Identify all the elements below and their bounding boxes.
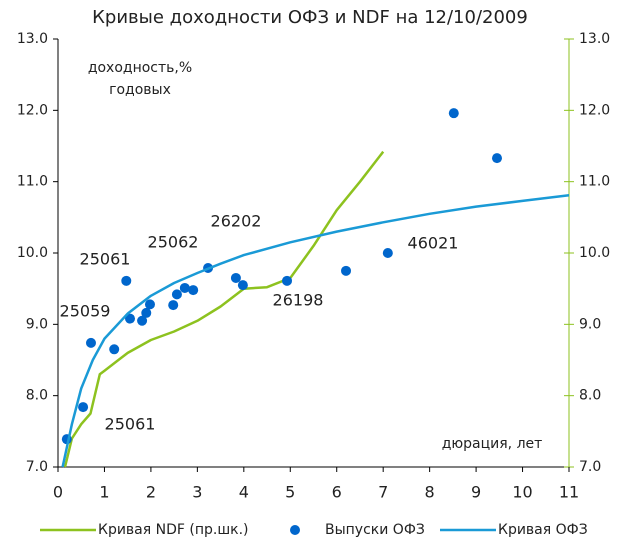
data-point xyxy=(188,285,199,296)
y2-tick-label: 13.0 xyxy=(579,31,610,47)
y-tick-label: 11.0 xyxy=(17,174,48,190)
x-axis-label: дюрация, лет xyxy=(442,436,543,452)
data-point xyxy=(168,300,179,311)
data-point xyxy=(141,307,152,318)
data-point xyxy=(341,265,352,276)
y2-tick-label: 9.0 xyxy=(579,316,601,332)
y2-tick-label: 7.0 xyxy=(579,459,601,475)
data-point xyxy=(109,344,120,355)
data-point xyxy=(237,280,248,291)
data-point xyxy=(125,313,136,324)
point-label: 25062 xyxy=(148,233,199,252)
point-label: 25059 xyxy=(60,302,111,321)
legend-marker xyxy=(290,525,300,535)
series-line xyxy=(63,150,385,468)
data-point xyxy=(121,275,132,286)
data-point xyxy=(179,282,190,293)
data-point xyxy=(144,299,155,310)
legend-label: Кривая ОФЗ xyxy=(498,522,588,538)
y-tick-label: 13.0 xyxy=(17,31,48,47)
y-tick-label: 12.0 xyxy=(17,102,48,118)
y-tick-label: 10.0 xyxy=(17,245,48,261)
chart-title: Кривые доходности ОФЗ и NDF на 12/10/200… xyxy=(92,7,528,28)
y-tick-label: 8.0 xyxy=(26,388,48,404)
point-label: 26202 xyxy=(211,212,262,231)
x-tick-label: 6 xyxy=(332,483,342,502)
point-label: 25061 xyxy=(80,250,131,269)
y-tick-label: 7.0 xyxy=(26,459,48,475)
y-tick-label: 9.0 xyxy=(26,316,48,332)
y2-tick-label: 11.0 xyxy=(579,174,610,190)
y-axis-label: доходность,% xyxy=(88,60,192,76)
x-tick-label: 7 xyxy=(378,483,388,502)
x-tick-label: 2 xyxy=(146,483,156,502)
data-point xyxy=(230,272,241,283)
point-label: 46021 xyxy=(408,234,459,253)
x-tick-label: 3 xyxy=(192,483,202,502)
x-tick-label: 1 xyxy=(99,483,109,502)
data-point xyxy=(171,289,182,300)
data-point xyxy=(137,315,148,326)
x-tick-label: 5 xyxy=(285,483,295,502)
data-point xyxy=(85,337,96,348)
x-tick-label: 10 xyxy=(512,483,532,502)
series-line xyxy=(61,193,570,468)
y-axis-label: годовых xyxy=(109,82,171,98)
y2-tick-label: 10.0 xyxy=(579,245,610,261)
x-tick-label: 8 xyxy=(425,483,435,502)
data-point xyxy=(282,275,293,286)
x-tick-label: 11 xyxy=(559,483,579,502)
x-tick-label: 0 xyxy=(53,483,63,502)
legend-label: Кривая NDF (пр.шк.) xyxy=(98,522,249,538)
point-label: 25061 xyxy=(105,415,156,434)
x-tick-label: 4 xyxy=(239,483,249,502)
point-label: 26198 xyxy=(273,291,324,310)
data-point xyxy=(78,402,89,413)
y2-tick-label: 12.0 xyxy=(579,102,610,118)
legend-label: Выпуски ОФЗ xyxy=(325,522,425,538)
x-tick-label: 9 xyxy=(471,483,481,502)
y2-tick-label: 8.0 xyxy=(579,388,601,404)
data-point xyxy=(382,248,393,258)
data-point xyxy=(491,153,502,164)
data-point xyxy=(448,108,459,119)
